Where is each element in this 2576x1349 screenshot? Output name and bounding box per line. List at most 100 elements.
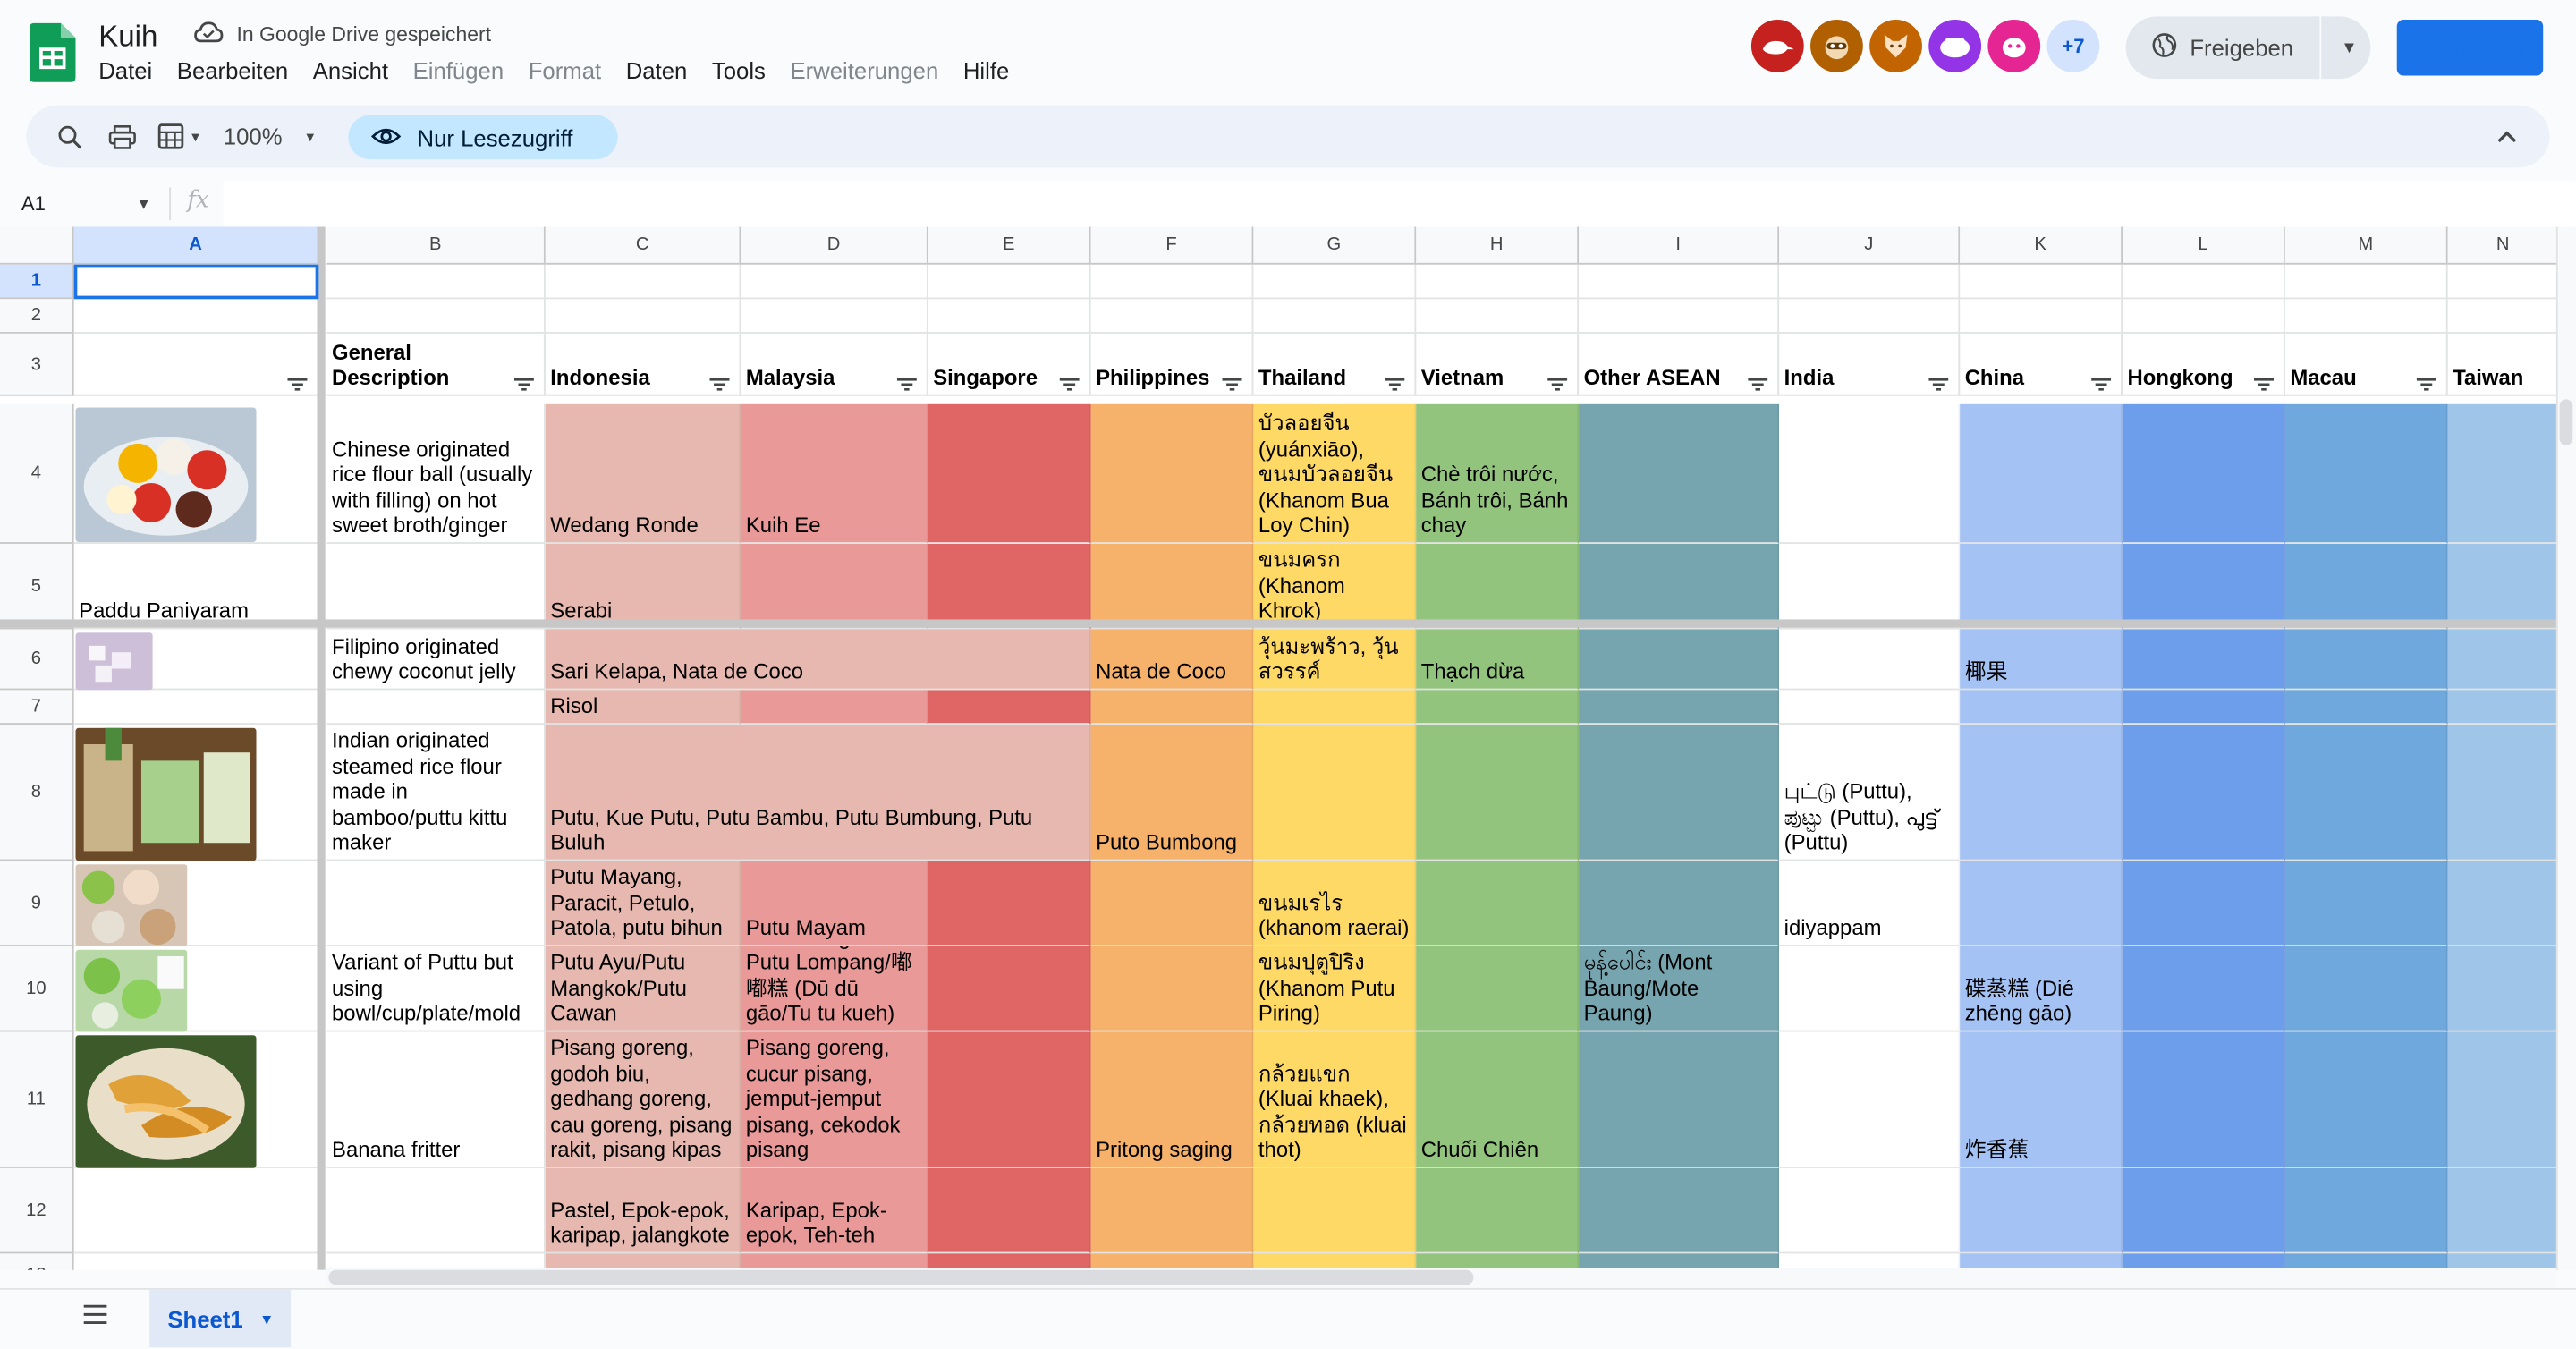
row-header-3[interactable]: 3 [0, 333, 74, 396]
name-box-dropdown-icon[interactable]: ▼ [136, 195, 151, 212]
cell-c12[interactable]: Pastel, Epok-epok, karipap, jalangkote [545, 1167, 741, 1254]
cell-i1[interactable] [1579, 264, 1780, 300]
cell-g13[interactable] [1253, 1253, 1417, 1270]
row-header-11[interactable]: 11 [0, 1031, 74, 1168]
cell-f12[interactable] [1090, 1167, 1254, 1254]
cell-i6[interactable] [1579, 629, 1780, 691]
cell-i13[interactable] [1579, 1253, 1780, 1270]
cell-f11[interactable]: Pritong saging [1090, 1031, 1254, 1168]
all-sheets-menu-icon[interactable] [82, 1303, 108, 1333]
cell-h1[interactable] [1416, 264, 1580, 300]
row-header-4[interactable]: 4 [0, 403, 74, 544]
cell-a12[interactable] [73, 1167, 319, 1254]
cell-k10[interactable]: 碟蒸糕 (Dié zhēng gāo) [1960, 946, 2123, 1032]
header-cell-i3[interactable]: Other ASEAN [1579, 333, 1780, 396]
cell-e5[interactable] [928, 543, 1091, 630]
cell-c1[interactable] [545, 264, 741, 300]
cell-e10[interactable] [928, 946, 1091, 1032]
cell-k13[interactable] [1960, 1253, 2123, 1270]
cell-i11[interactable] [1579, 1031, 1780, 1168]
cell-d12[interactable]: Karipap, Epok-epok, Teh-teh [741, 1167, 928, 1254]
cell-h5[interactable] [1416, 543, 1580, 630]
cell-n11[interactable] [2447, 1031, 2560, 1168]
cell-b9[interactable] [326, 861, 546, 946]
cell-n2[interactable] [2447, 299, 2560, 334]
header-cell-e3[interactable]: Singapore [928, 333, 1091, 396]
cell-l5[interactable] [2123, 543, 2285, 630]
header-cell-a3[interactable] [73, 333, 319, 396]
cell-h4[interactable]: Chè trôi nước, Bánh trôi, Bánh chay [1416, 403, 1580, 544]
cell-n7[interactable] [2447, 690, 2560, 725]
menu-data[interactable]: Daten [625, 57, 688, 84]
cell-i8[interactable] [1579, 724, 1780, 861]
cell-l12[interactable] [2123, 1167, 2285, 1254]
collapse-menus-icon[interactable] [2497, 122, 2517, 148]
read-only-chip[interactable]: Nur Lesezugriff [348, 115, 618, 160]
cell-f5[interactable] [1090, 543, 1254, 630]
row-header-9[interactable]: 9 [0, 861, 74, 946]
cell-b4[interactable]: Chinese originated rice flour ball (usua… [326, 403, 546, 544]
cell-e11[interactable] [928, 1031, 1091, 1168]
row-header-12[interactable]: 12 [0, 1167, 74, 1254]
cell-j1[interactable] [1779, 264, 1961, 300]
zoom-dropdown-icon[interactable]: ▼ [303, 129, 318, 144]
anteater-icon[interactable] [1750, 20, 1804, 72]
cell-a5[interactable]: Paddu Paniyaram [73, 543, 319, 630]
cell-h11[interactable]: Chuối Chiên [1416, 1031, 1580, 1168]
column-header-m[interactable]: M [2284, 226, 2448, 265]
cell-j4[interactable] [1779, 403, 1961, 544]
sheet-tab-sheet1[interactable]: Sheet1 ▼ [149, 1289, 292, 1348]
row-header-7[interactable]: 7 [0, 690, 74, 725]
hippo-icon[interactable] [1928, 20, 1982, 72]
vertical-scroll-thumb[interactable] [2559, 399, 2573, 445]
cell-f10[interactable] [1090, 946, 1254, 1032]
cell-c7[interactable]: Risol [545, 690, 741, 725]
menu-help[interactable]: Hilfe [962, 57, 1010, 84]
column-header-d[interactable]: D [741, 226, 928, 265]
header-cell-f3[interactable]: Philippines [1090, 333, 1254, 396]
cell-l4[interactable] [2123, 403, 2285, 544]
cell-l6[interactable] [2123, 629, 2285, 691]
cell-g7[interactable] [1253, 690, 1417, 725]
cell-k9[interactable] [1960, 861, 2123, 946]
cell-l11[interactable] [2123, 1031, 2285, 1168]
select-all-corner[interactable] [0, 226, 74, 265]
cell-g2[interactable] [1253, 299, 1417, 334]
raccoon-icon[interactable] [1810, 20, 1863, 72]
cell-e2[interactable] [928, 299, 1091, 334]
cell-m7[interactable] [2284, 690, 2448, 725]
row-header-2[interactable]: 2 [0, 299, 74, 334]
cell-h2[interactable] [1416, 299, 1580, 334]
cell-n1[interactable] [2447, 264, 2560, 300]
cell-k1[interactable] [1960, 264, 2123, 300]
cell-i7[interactable] [1579, 690, 1780, 725]
cell-c2[interactable] [545, 299, 741, 334]
row-header-10[interactable]: 10 [0, 946, 74, 1032]
cell-m12[interactable] [2284, 1167, 2448, 1254]
cell-f2[interactable] [1090, 299, 1254, 334]
menu-edit[interactable]: Bearbeiten [176, 57, 289, 84]
cell-g4[interactable]: บัวลอยจีน (yuánxiāo), ขนมบัวลอยจีน (Khan… [1253, 403, 1417, 544]
column-header-a[interactable]: A [73, 226, 319, 265]
sheet-tab-dropdown-icon[interactable]: ▼ [259, 1310, 275, 1328]
cell-n8[interactable] [2447, 724, 2560, 861]
filter-icon[interactable] [1748, 371, 1768, 391]
cell-f1[interactable] [1090, 264, 1254, 300]
cell-l2[interactable] [2123, 299, 2285, 334]
header-cell-g3[interactable]: Thailand [1253, 333, 1417, 396]
cell-m11[interactable] [2284, 1031, 2448, 1168]
menu-file[interactable]: Datei [98, 57, 153, 84]
axolotl-icon[interactable] [1987, 20, 2041, 72]
cell-b8[interactable]: Indian originated steamed rice flour mad… [326, 724, 546, 861]
header-cell-d3[interactable]: Malaysia [741, 333, 928, 396]
cell-f9[interactable] [1090, 861, 1254, 946]
cell-k6[interactable]: 椰果 [1960, 629, 2123, 691]
header-cell-c3[interactable]: Indonesia [545, 333, 741, 396]
filter-icon[interactable] [709, 371, 730, 391]
cell-k7[interactable] [1960, 690, 2123, 725]
cell-l9[interactable] [2123, 861, 2285, 946]
cell-h7[interactable] [1416, 690, 1580, 725]
filter-icon[interactable] [1385, 371, 1405, 391]
row-header-8[interactable]: 8 [0, 724, 74, 861]
cell-c6[interactable]: Sari Kelapa, Nata de Coco [545, 629, 1091, 691]
